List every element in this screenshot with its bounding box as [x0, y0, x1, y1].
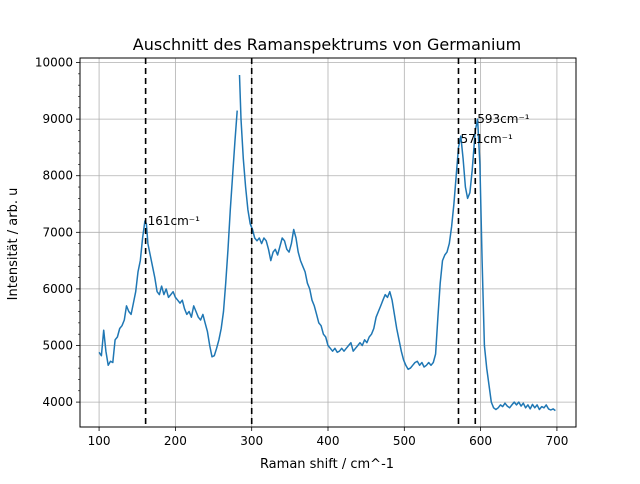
y-tick-label: 4000 — [42, 395, 73, 409]
y-tick-label: 8000 — [42, 169, 73, 183]
grid — [80, 58, 576, 427]
peak-annotation: 161cm⁻¹ — [148, 214, 201, 228]
y-axis-label: Intensität / arb. u — [6, 188, 21, 301]
y-tick-label: 10000 — [35, 56, 73, 70]
y-tick-label: 5000 — [42, 339, 73, 353]
x-tick-label: 200 — [164, 434, 187, 448]
x-tick-label: 700 — [545, 434, 568, 448]
chart-title: Auschnitt des Ramanspektrums von Germani… — [133, 35, 521, 54]
y-tick-label: 6000 — [42, 282, 73, 296]
plot-area: 161cm⁻¹ 571cm⁻¹ 593cm⁻¹ 100 200 300 400 500 600… — [35, 56, 577, 448]
data-lines — [98, 74, 556, 412]
y-tick-label: 7000 — [42, 225, 73, 239]
spectrum-line — [98, 110, 238, 367]
peak-annotation: 593cm⁻¹ — [477, 112, 530, 126]
annotations: 161cm⁻¹ 571cm⁻¹ 593cm⁻¹ — [148, 112, 530, 228]
peak-annotation: 571cm⁻¹ — [460, 132, 513, 146]
x-tick-label: 400 — [317, 434, 340, 448]
y-tick-label: 9000 — [42, 112, 73, 126]
x-axis-label: Raman shift / cm^-1 — [260, 457, 394, 472]
y-axis-ticks: 4000 5000 6000 7000 8000 9000 10000 — [35, 56, 80, 409]
x-tick-label: 300 — [240, 434, 263, 448]
reference-lines — [144, 58, 477, 427]
x-axis-ticks: 100 200 300 400 500 600 700 — [88, 427, 568, 448]
x-tick-label: 100 — [88, 434, 111, 448]
x-tick-label: 500 — [393, 434, 416, 448]
x-tick-label: 600 — [469, 434, 492, 448]
spectrum-line — [238, 74, 556, 412]
